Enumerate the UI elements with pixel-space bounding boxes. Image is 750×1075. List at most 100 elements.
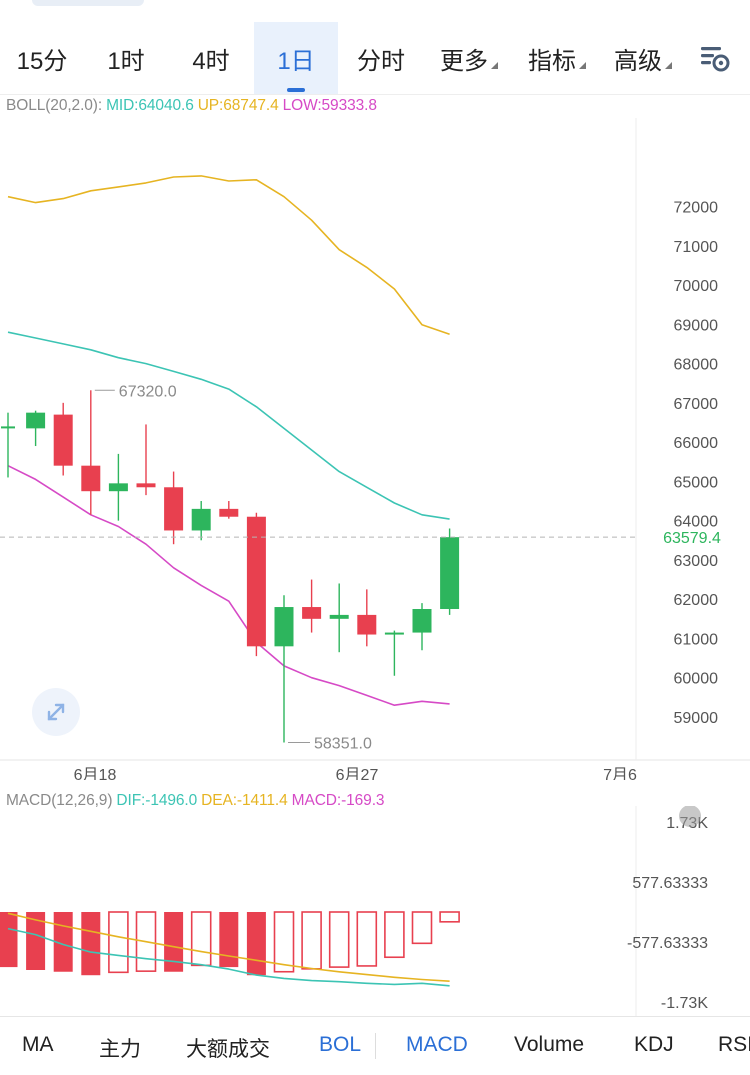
boll-lines bbox=[7, 175, 450, 707]
chart-settings-icon[interactable] bbox=[698, 42, 732, 76]
dropdown-triangle-icon bbox=[579, 61, 586, 69]
candle-down bbox=[219, 501, 239, 519]
candle-down bbox=[246, 512, 266, 657]
indicator-main-force[interactable]: 主力 bbox=[99, 1038, 141, 1061]
candle-up bbox=[412, 603, 432, 651]
candle-body bbox=[81, 465, 101, 492]
dropdown-triangle-icon bbox=[491, 61, 498, 69]
current-price-label: 63579.4 bbox=[663, 530, 721, 547]
price-tick-label: 65000 bbox=[674, 474, 719, 491]
tab-time-sharing[interactable]: 分时 bbox=[338, 22, 424, 94]
boll-legend: BOLL(20,2.0): MID:64040.6 UP:68747.4 LOW:59… bbox=[6, 97, 381, 115]
macd-dea-value: DEA:-1411.4 bbox=[201, 792, 288, 809]
macd-histogram-bar bbox=[439, 911, 460, 923]
macd-histogram-bar bbox=[219, 912, 239, 968]
tab-label: 1日 bbox=[277, 47, 315, 75]
dropdown-triangle-icon bbox=[665, 61, 672, 69]
macd-settings-dot bbox=[679, 806, 701, 827]
boll-low-value: LOW:59333.8 bbox=[282, 97, 377, 114]
candle-down bbox=[302, 579, 322, 633]
boll-label: BOLL(20,2.0): bbox=[6, 97, 103, 114]
candle-up bbox=[384, 630, 404, 676]
macd-tick-label: -577.63333 bbox=[627, 935, 708, 952]
tab-indicators[interactable]: 指标 bbox=[514, 22, 600, 94]
candlestick-chart[interactable]: 59000 60000 61000 62000 63000 64000 65000 66000… bbox=[0, 118, 750, 780]
indicator-macd[interactable]: MACD bbox=[406, 1033, 468, 1056]
macd-histogram-bar bbox=[411, 911, 433, 945]
macd-macd-value: MACD:-169.3 bbox=[291, 792, 385, 809]
tab-label: 更多 bbox=[440, 47, 488, 75]
candle-body bbox=[274, 607, 294, 647]
indicator-kdj[interactable]: KDJ bbox=[634, 1033, 674, 1056]
price-grid bbox=[0, 118, 750, 761]
macd-lines bbox=[7, 912, 450, 987]
price-tick-label: 64000 bbox=[674, 514, 719, 531]
price-tick-label: 71000 bbox=[674, 239, 719, 256]
candle-down bbox=[357, 589, 377, 647]
candle-body bbox=[164, 487, 184, 531]
macd-histogram-bar bbox=[164, 912, 184, 972]
date-label: 6月27 bbox=[336, 767, 379, 780]
macd-tick-label: 577.63333 bbox=[632, 875, 708, 892]
boll-up-value: UP:68747.4 bbox=[197, 97, 279, 114]
candle-body bbox=[108, 483, 128, 492]
tab-label: 分时 bbox=[357, 47, 405, 75]
price-tick-label: 59000 bbox=[674, 710, 719, 727]
macd-histogram-bar bbox=[26, 912, 46, 970]
price-tick-label: 60000 bbox=[674, 671, 719, 688]
chart-annotations: 63579.4 67320.0 58351.0 6月18 6月27 7月6 bbox=[0, 383, 721, 780]
macd-axis: 1.73K577.63333-577.63333-1.73K bbox=[627, 806, 708, 1012]
tab-label: 1时 bbox=[107, 47, 145, 75]
candle-body bbox=[357, 614, 377, 635]
price-axis: 59000 60000 61000 62000 63000 64000 65000 66000… bbox=[674, 199, 719, 727]
tab-advanced[interactable]: 高级 bbox=[600, 22, 686, 94]
tab-more[interactable]: 更多 bbox=[424, 22, 514, 94]
candle-body bbox=[384, 632, 404, 635]
candles bbox=[1, 390, 460, 743]
price-tick-label: 62000 bbox=[674, 592, 719, 609]
macd-histogram-bar bbox=[246, 912, 266, 976]
date-label: 6月18 bbox=[74, 767, 117, 780]
candle-body bbox=[302, 607, 322, 619]
candle-up bbox=[329, 583, 349, 653]
boll-upper-line bbox=[7, 175, 450, 335]
tab-4hour[interactable]: 4时 bbox=[168, 22, 254, 94]
tab-1hour[interactable]: 1时 bbox=[84, 22, 168, 94]
candle-body bbox=[53, 414, 73, 466]
candle-down bbox=[81, 390, 101, 515]
macd-tick-label: -1.73K bbox=[661, 995, 708, 1012]
candle-down bbox=[53, 402, 73, 476]
macd-histogram-bar bbox=[0, 912, 18, 968]
price-tick-label: 66000 bbox=[674, 435, 719, 452]
price-tick-label: 69000 bbox=[674, 317, 719, 334]
macd-histogram-bar bbox=[328, 911, 350, 968]
candle-body bbox=[136, 483, 156, 488]
macd-chart[interactable]: 1.73K577.63333-577.63333-1.73K bbox=[0, 806, 750, 1016]
previous-panel-edge bbox=[32, 0, 144, 6]
macd-dea-line bbox=[7, 912, 450, 982]
candle-up bbox=[440, 528, 460, 615]
indicator-boll[interactable]: BOL bbox=[319, 1033, 362, 1056]
candle-body bbox=[440, 537, 460, 610]
macd-dif-line bbox=[7, 927, 450, 987]
tab-1day[interactable]: 1日 bbox=[254, 22, 338, 94]
tab-15min[interactable]: 15分 bbox=[0, 22, 84, 94]
fullscreen-button[interactable] bbox=[32, 688, 80, 736]
tab-label: 高级 bbox=[614, 47, 662, 75]
indicator-ma[interactable]: MA bbox=[22, 1033, 54, 1056]
price-tick-label: 68000 bbox=[674, 357, 719, 374]
boll-mid-line bbox=[7, 331, 450, 520]
divider bbox=[0, 94, 750, 95]
indicator-large-trades[interactable]: 大额成交 bbox=[186, 1038, 270, 1061]
boll-mid-value: MID:64040.6 bbox=[106, 97, 194, 114]
macd-histogram-bar bbox=[301, 911, 322, 970]
macd-histogram-bar bbox=[356, 911, 378, 967]
low-marker-label: 58351.0 bbox=[314, 735, 372, 752]
indicator-volume[interactable]: Volume bbox=[514, 1033, 585, 1056]
indicator-rsi[interactable]: RSI bbox=[718, 1033, 750, 1056]
macd-histogram-bar bbox=[108, 911, 129, 974]
tab-label: 15分 bbox=[16, 47, 68, 75]
candle-up bbox=[191, 501, 211, 541]
price-tick-label: 63000 bbox=[674, 553, 719, 570]
price-tick-label: 61000 bbox=[674, 631, 719, 648]
